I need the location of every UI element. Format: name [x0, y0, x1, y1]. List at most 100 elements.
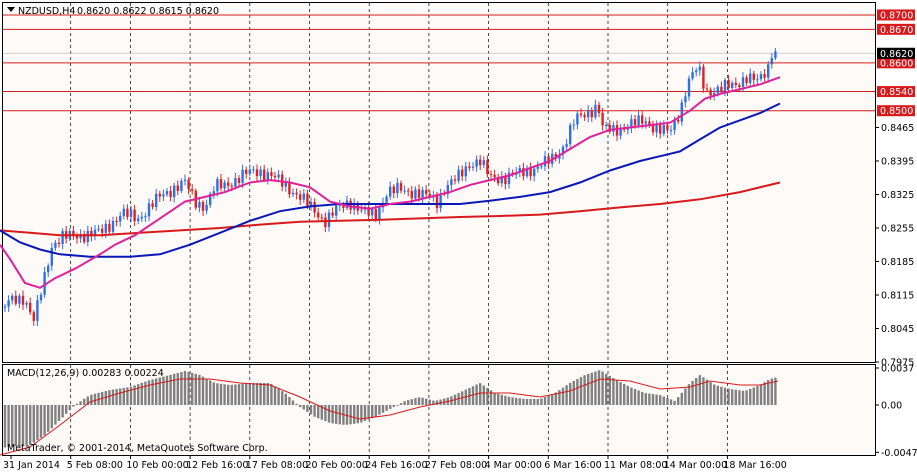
candle-body: [396, 183, 399, 194]
candle-body: [684, 96, 687, 103]
candle-body: [666, 125, 669, 131]
macd-bar: [36, 405, 39, 441]
macd-bar: [212, 382, 215, 405]
candle-body: [227, 182, 230, 186]
candle-body: [774, 51, 777, 59]
candle-body: [277, 174, 280, 178]
macd-bar: [763, 382, 766, 405]
candle-body: [410, 191, 413, 199]
candle-body: [583, 115, 586, 118]
candle-body: [695, 70, 698, 73]
candle-body: [540, 166, 543, 168]
macd-bar: [619, 381, 622, 405]
candle-body: [11, 295, 14, 301]
macd-bar: [633, 389, 637, 405]
macd-bar: [522, 398, 525, 405]
candle-body: [111, 221, 115, 232]
macd-bar: [414, 398, 417, 405]
candle-body: [587, 110, 590, 118]
macd-bar: [219, 383, 223, 405]
dropdown-triangle-icon[interactable]: [7, 7, 15, 12]
macd-bar: [335, 405, 338, 424]
macd-bar: [698, 375, 701, 405]
candle-body: [439, 193, 442, 209]
candle-body: [36, 300, 39, 321]
candle-body: [198, 202, 201, 208]
candle-body: [464, 166, 467, 177]
macd-tick-label: 0.0037: [881, 364, 914, 375]
candle-body: [47, 265, 50, 273]
candle-body: [720, 86, 723, 92]
candle-body: [525, 167, 529, 177]
candle-body: [421, 190, 424, 198]
candle-body: [756, 79, 759, 81]
macd-bar: [396, 405, 399, 406]
candle-body: [342, 204, 345, 209]
candle-body: [605, 124, 608, 126]
macd-histogram: [3, 370, 777, 448]
time-label: 11 Mar 08:00: [604, 460, 667, 471]
candle-body: [536, 166, 539, 169]
macd-bar: [716, 385, 719, 405]
level-lines[interactable]: 0.8700 0.8670 0.8600 0.8540 0.8500 0.8620: [3, 9, 915, 117]
level-price-label: 0.8700: [880, 10, 913, 21]
candle-body: [39, 294, 43, 301]
candle-body: [414, 189, 417, 199]
candle-body: [572, 124, 575, 126]
macd-bar: [612, 378, 615, 405]
macd-bar: [83, 398, 86, 405]
macd-bar: [54, 405, 57, 425]
time-label: 20 Feb 00:00: [306, 460, 368, 471]
macd-bar: [630, 387, 633, 405]
macd-bar: [162, 376, 165, 405]
macd-bar: [119, 388, 122, 405]
current-price-label: 0.8620: [880, 49, 913, 60]
candle-body: [709, 89, 712, 96]
candle-body: [759, 74, 763, 80]
macd-bar: [489, 390, 493, 405]
macd-bar: [468, 387, 471, 405]
macd-bar: [565, 385, 568, 405]
candle-body: [313, 202, 316, 213]
macd-bar: [237, 384, 241, 405]
macd-pane[interactable]: [2, 364, 876, 456]
ohlc-values: 0.8620 0.8622 0.8615 0.8620: [77, 6, 219, 17]
candle-body: [392, 186, 395, 194]
candle-body: [504, 176, 507, 185]
candle-body: [237, 178, 241, 183]
candle-body: [669, 130, 673, 132]
candle-body: [403, 190, 406, 192]
macd-bar: [655, 394, 658, 405]
candle-body: [349, 200, 352, 210]
price-tick-label: 0.8115: [881, 290, 914, 301]
candle-body: [594, 104, 597, 118]
time-label: 6 Mar 16:00: [544, 460, 601, 471]
macd-bar: [504, 395, 507, 405]
candle-body: [295, 192, 298, 195]
candle-body: [486, 160, 489, 175]
time-label: 12 Feb 16:00: [186, 460, 248, 471]
candle-body: [83, 234, 86, 242]
candle-body: [475, 159, 478, 167]
macd-bar: [381, 405, 385, 413]
price-pane[interactable]: [2, 2, 876, 363]
macd-bar: [540, 398, 543, 405]
macd-bar: [151, 379, 154, 405]
candle-body: [122, 208, 125, 216]
macd-bar: [248, 383, 251, 405]
candle-body: [252, 169, 255, 171]
level-price-label: 0.8670: [880, 25, 913, 36]
candle-body: [385, 196, 388, 203]
macd-bar: [727, 388, 730, 405]
macd-bar: [255, 383, 259, 405]
candle-body: [367, 206, 370, 216]
candle-body: [378, 207, 381, 220]
candle-body: [306, 193, 309, 206]
candle-body: [471, 166, 475, 168]
candle-body: [601, 112, 604, 126]
candle-body: [723, 79, 727, 92]
macd-bar: [266, 383, 269, 405]
candle-body: [270, 172, 273, 176]
